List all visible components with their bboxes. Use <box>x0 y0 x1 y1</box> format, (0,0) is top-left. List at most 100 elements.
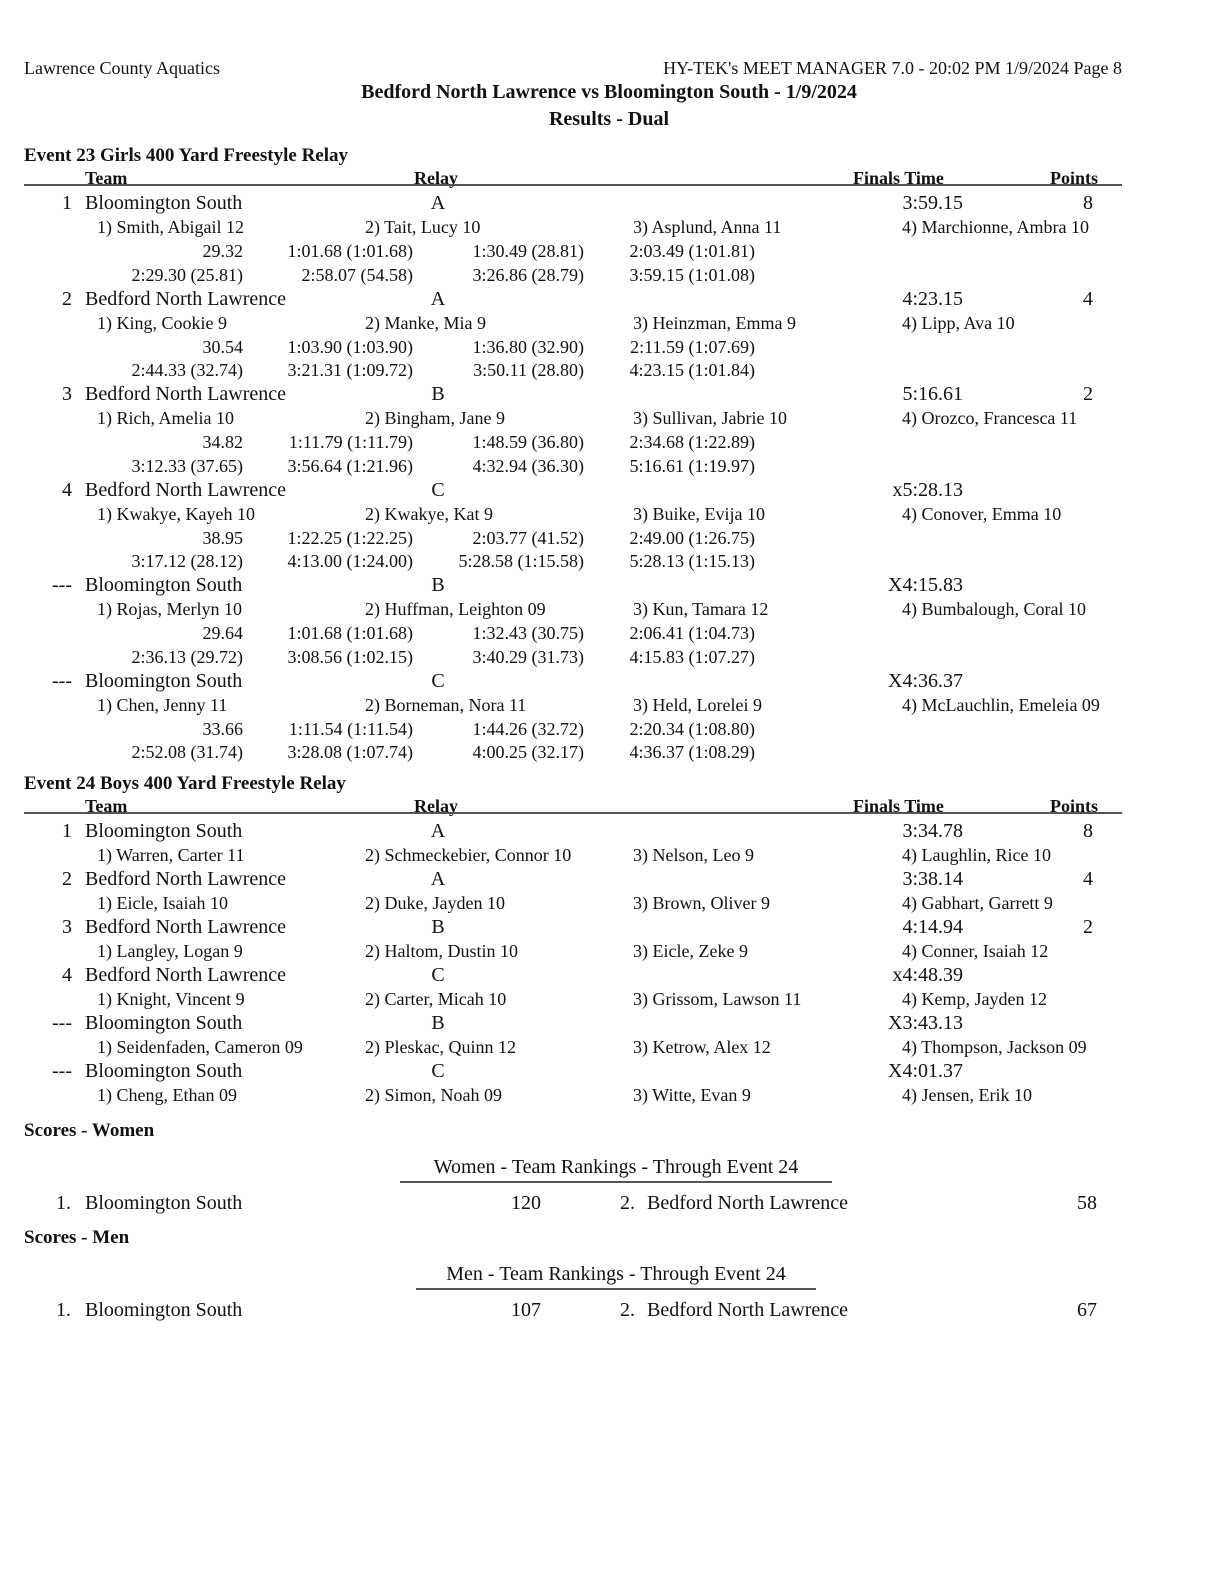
place: 2 <box>62 287 72 310</box>
column-header-points: Points <box>1050 168 1099 188</box>
org-name: Lawrence County Aquatics <box>24 58 220 78</box>
relay-letter: C <box>431 669 445 692</box>
team-name: Bedford North Lawrence <box>85 916 287 938</box>
relay-letter: C <box>431 478 445 501</box>
finals-time: X4:36.37 <box>888 669 963 692</box>
swimmer: 3) Heinzman, Emma 9 <box>633 312 796 333</box>
split-time: 1:36.80 (32.90) <box>472 336 585 357</box>
split-time: 2:11.59 (1:07.69) <box>630 336 755 357</box>
split-time: 5:16.61 (1:19.97) <box>629 455 756 476</box>
split-time: 38.95 <box>202 527 244 548</box>
place: --- <box>52 1012 72 1034</box>
split-time: 1:11.79 (1:11.79) <box>288 432 413 452</box>
split-time: 2:06.41 (1:04.73) <box>629 623 756 643</box>
column-header-relay: Relay <box>414 168 458 188</box>
header-rule <box>24 812 1122 814</box>
points <box>1068 479 1108 501</box>
relay-letter: B <box>431 574 445 596</box>
split-time: 2:29.30 (25.81) <box>131 264 244 285</box>
split-time: 1:22.25 (1:22.25) <box>287 527 414 548</box>
swimmer: 3) Brown, Oliver 9 <box>633 893 770 913</box>
split-time: 3:08.56 (1:02.15) <box>287 646 414 667</box>
swimmer: 1) Rich, Amelia 10 <box>97 408 234 428</box>
relay-letter: A <box>430 287 446 310</box>
rank-place: 1. <box>56 1299 71 1321</box>
rankings-underline <box>400 1181 832 1183</box>
split-time: 2:36.13 (29.72) <box>131 646 244 667</box>
header-rule <box>24 184 1122 186</box>
finals-time: 4:23.15 <box>902 287 963 310</box>
finals-time: x4:48.39 <box>892 964 963 986</box>
points: 4 <box>1083 868 1093 890</box>
split-time: 3:56.64 (1:21.96) <box>287 455 414 476</box>
swimmer: 3) Kun, Tamara 12 <box>633 599 769 619</box>
split-time: 34.82 <box>202 432 244 452</box>
points <box>1068 574 1108 596</box>
column-header-points: Points <box>1050 796 1099 816</box>
finals-time: 3:38.14 <box>902 868 963 890</box>
finals-time: 5:16.61 <box>902 383 963 405</box>
split-time: 30.54 <box>202 336 244 357</box>
team-name: Bedford North Lawrence <box>85 478 287 501</box>
event-title: Event 24 Boys 400 Yard Freestyle Relay <box>24 773 346 794</box>
split-time: 4:15.83 (1:07.27) <box>629 646 756 667</box>
split-time: 29.64 <box>202 623 244 643</box>
swimmer: 3) Witte, Evan 9 <box>633 1085 751 1105</box>
rankings-title: Men - Team Rankings - Through Event 24 <box>446 1263 786 1285</box>
swimmer: 1) Cheng, Ethan 09 <box>97 1085 237 1105</box>
team-name: Bloomington South <box>85 192 243 214</box>
place: 3 <box>62 383 72 405</box>
finals-time: 4:14.94 <box>902 916 963 938</box>
points <box>1068 1060 1108 1082</box>
split-time: 3:40.29 (31.73) <box>472 646 585 667</box>
team-name: Bedford North Lawrence <box>85 383 287 405</box>
split-time: 3:21.31 (1:09.72) <box>287 360 414 380</box>
split-time: 3:28.08 (1:07.74) <box>287 742 414 762</box>
finals-time: x5:28.13 <box>892 478 963 501</box>
split-time: 1:03.90 (1:03.90) <box>287 336 414 357</box>
points: 2 <box>1083 916 1093 938</box>
column-header-relay: Relay <box>414 796 458 816</box>
swimmer: 4) Conner, Isaiah 12 <box>902 941 1049 961</box>
split-time: 33.66 <box>202 718 244 739</box>
split-time: 3:59.15 (1:01.08) <box>629 264 756 285</box>
split-time: 3:50.11 (28.80) <box>473 360 584 380</box>
place: 1 <box>62 820 72 842</box>
scores-heading: Scores - Women <box>24 1120 155 1141</box>
split-time: 1:48.59 (36.80) <box>472 432 585 452</box>
rank-place: 2. <box>620 1192 635 1214</box>
place: --- <box>52 574 72 596</box>
place: --- <box>52 1060 72 1082</box>
swimmer: 2) Haltom, Dustin 10 <box>365 941 518 961</box>
rank-team: Bedford North Lawrence <box>647 1299 849 1321</box>
split-time: 4:23.15 (1:01.84) <box>629 360 756 380</box>
split-time: 2:20.34 (1:08.80) <box>629 718 756 739</box>
split-time: 1:01.68 (1:01.68) <box>287 623 414 643</box>
points: 4 <box>1083 287 1093 310</box>
finals-time: 3:59.15 <box>902 192 963 214</box>
swimmer: 2) Schmeckebier, Connor 10 <box>365 845 572 865</box>
split-time: 2:49.00 (1:26.75) <box>629 527 756 548</box>
split-time: 3:26.86 (28.79) <box>472 264 585 285</box>
split-time: 2:34.68 (1:22.89) <box>629 432 756 452</box>
event-title: Event 23 Girls 400 Yard Freestyle Relay <box>24 145 349 166</box>
rank-team: Bloomington South <box>85 1192 243 1214</box>
split-time: 5:28.13 (1:15.13) <box>629 551 756 571</box>
rank-score: 58 <box>1077 1192 1097 1214</box>
swimmer: 1) Chen, Jenny 11 <box>97 694 228 715</box>
rank-team: Bloomington South <box>85 1299 243 1321</box>
swimmer: 2) Huffman, Leighton 09 <box>365 599 546 619</box>
swimmer: 3) Ketrow, Alex 12 <box>633 1037 771 1057</box>
relay-letter: B <box>431 916 445 938</box>
swimmer: 4) Orozco, Francesca 11 <box>902 408 1078 428</box>
split-time: 2:03.77 (41.52) <box>472 527 585 548</box>
finals-time: 3:34.78 <box>902 820 963 842</box>
relay-letter: B <box>431 1012 445 1034</box>
split-time: 1:11.54 (1:11.54) <box>288 718 413 739</box>
place: --- <box>52 669 72 692</box>
swimmer: 3) Asplund, Anna 11 <box>633 217 782 237</box>
column-header-finals-time: Finals Time <box>853 796 944 816</box>
relay-letter: A <box>430 820 446 842</box>
swimmer: 4) Conover, Emma 10 <box>902 503 1062 524</box>
swimmer: 4) Bumbalough, Coral 10 <box>902 599 1086 619</box>
